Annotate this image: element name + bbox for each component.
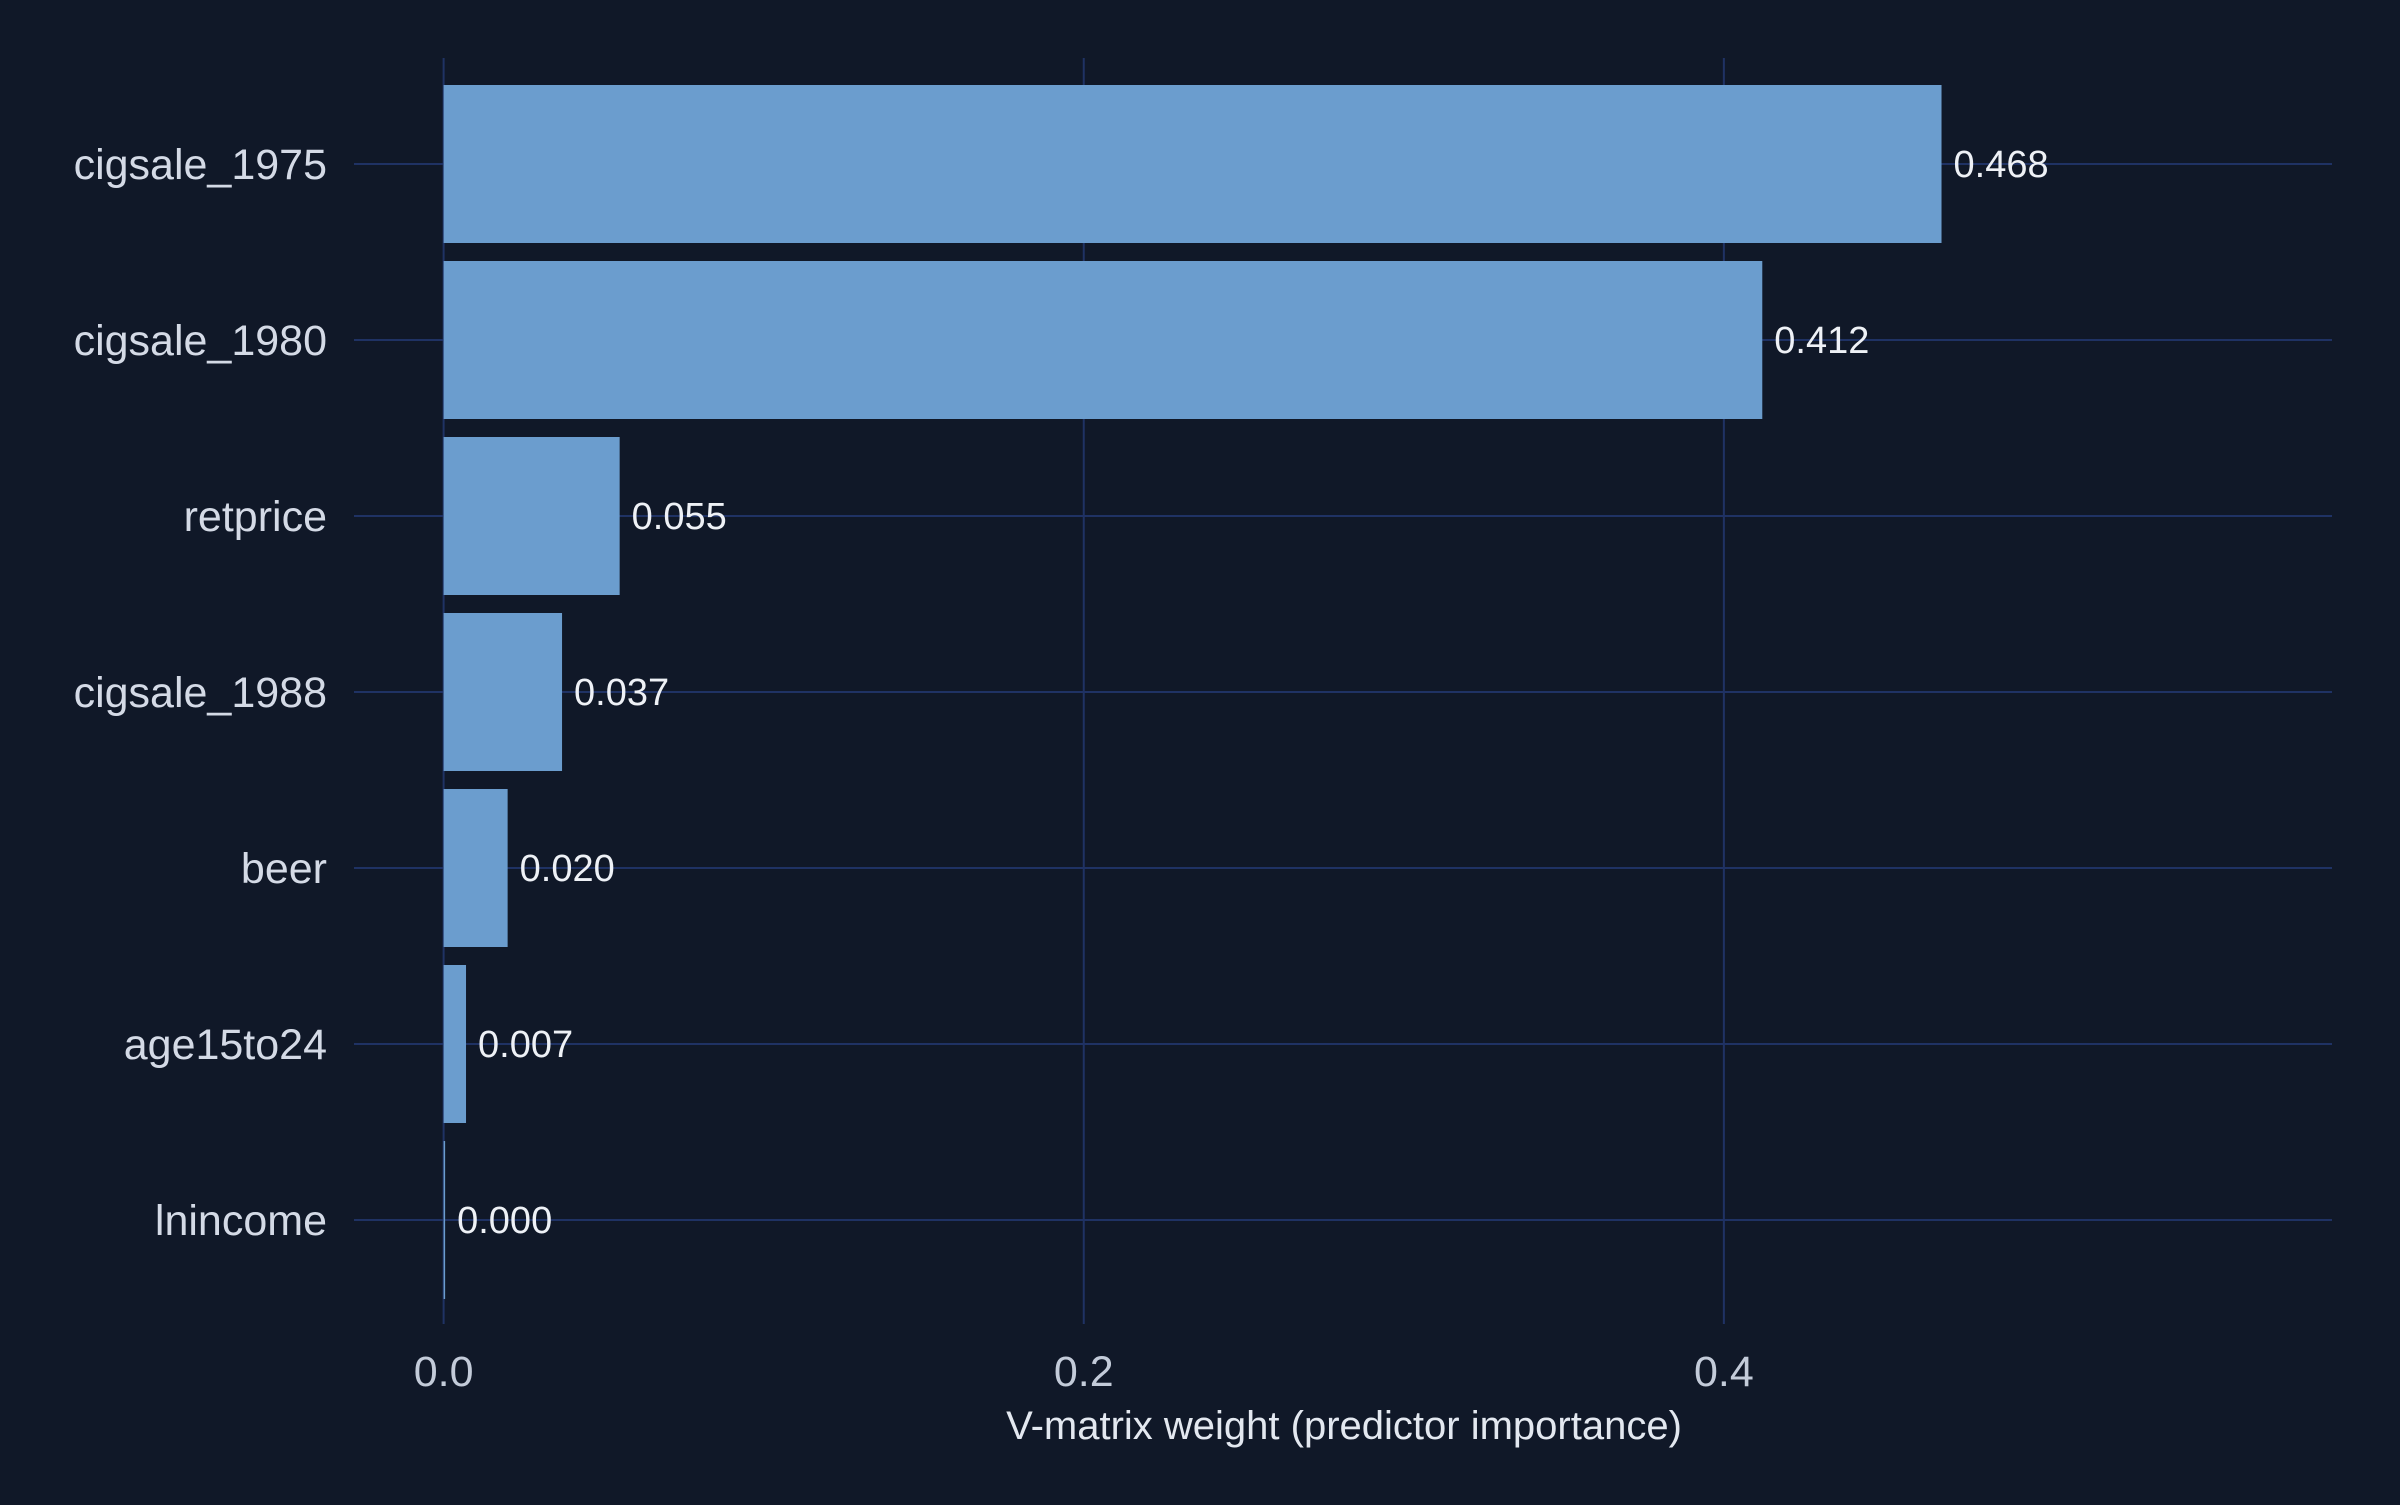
category-label: cigsale_1980	[74, 317, 327, 365]
value-label: 0.468	[1954, 144, 2049, 186]
bar-layer	[443, 85, 1942, 1299]
category-label: retprice	[184, 493, 327, 541]
bar-cigsale-1988	[443, 613, 563, 771]
x-tick-label: 0.0	[414, 1348, 474, 1396]
value-label: 0.000	[457, 1200, 552, 1242]
x-tick-label: 0.4	[1694, 1348, 1754, 1396]
x-axis-title: V-matrix weight (predictor importance)	[1006, 1404, 1682, 1448]
bar-cigsale-1975	[443, 85, 1942, 243]
value-label: 0.412	[1774, 320, 1869, 362]
bar-retprice	[443, 437, 620, 595]
value-label: 0.020	[520, 848, 615, 890]
bar-cigsale-1980	[443, 261, 1763, 419]
category-label: beer	[241, 845, 327, 893]
category-label: cigsale_1975	[74, 141, 327, 189]
label-layer: 0.0 0.2 0.4 cigsale_1975 0.468 cigsale_1980 0.…	[74, 141, 2049, 1396]
bar-lnincome	[443, 1141, 446, 1299]
x-tick-label: 0.2	[1054, 1348, 1114, 1396]
category-label: lnincome	[155, 1197, 327, 1245]
category-label: age15to24	[124, 1021, 327, 1069]
bar-age15to24	[443, 965, 467, 1123]
bar-beer	[443, 789, 508, 947]
value-label: 0.037	[574, 672, 669, 714]
value-label: 0.007	[478, 1024, 573, 1066]
category-label: cigsale_1988	[74, 669, 327, 717]
value-label: 0.055	[632, 496, 727, 538]
